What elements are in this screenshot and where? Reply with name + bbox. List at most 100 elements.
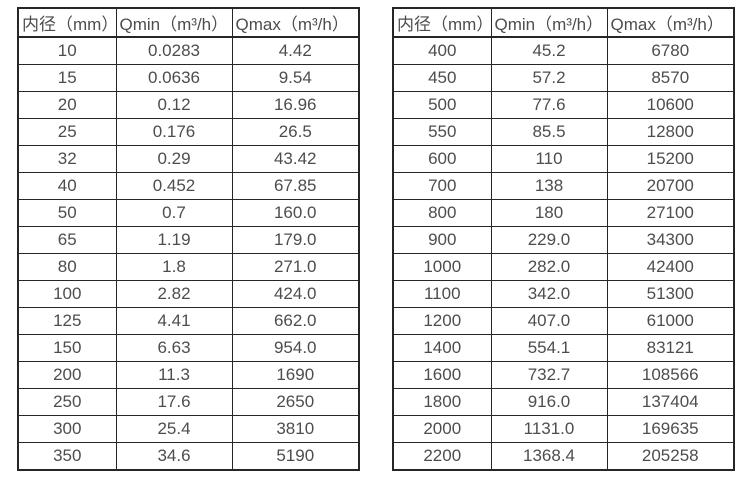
table-cell: 160.0 [231,199,360,227]
table-cell: 271.0 [231,253,360,281]
table-cell: 1.19 [115,226,233,254]
flow-table-large-diameters: 内径（mm） Qmin（m³/h） Qmax（m³/h） 400 45.2 6780… [392,7,735,471]
table-cell: 80 [17,253,117,281]
table-row: 80 1.8 271.0 [17,253,360,281]
table-cell: 138 [490,172,608,200]
table-cell: 450 [392,64,492,92]
table-row: 400 45.2 6780 [392,36,735,65]
table-row: 15 0.0636 9.54 [17,64,360,92]
table-row: 1400 554.1 83121 [392,334,735,362]
table-row: 1800 916.0 137404 [392,388,735,416]
table-cell: 20700 [606,172,735,200]
table-cell: 85.5 [490,118,608,146]
table-cell: 179.0 [231,226,360,254]
table-cell: 800 [392,199,492,227]
table-cell: 300 [17,415,117,443]
table-cell: 15200 [606,145,735,173]
table-cell: 0.7 [115,199,233,227]
table-cell: 732.7 [490,361,608,389]
table-row: 500 77.6 10600 [392,91,735,119]
table-cell: 3810 [231,415,360,443]
table-cell: 51300 [606,280,735,308]
table-cell: 100 [17,280,117,308]
table-row: 2200 1368.4 205258 [392,442,735,471]
table-row: 700 138 20700 [392,172,735,200]
table-cell: 1000 [392,253,492,281]
table-cell: 700 [392,172,492,200]
table-row: 25 0.176 26.5 [17,118,360,146]
header-cell-qmax: Qmax（m³/h） [606,7,735,38]
table-cell: 25 [17,118,117,146]
table-cell: 229.0 [490,226,608,254]
table-cell: 342.0 [490,280,608,308]
table-cell: 554.1 [490,334,608,362]
table-cell: 108566 [606,361,735,389]
table-cell: 1131.0 [490,415,608,443]
table-cell: 10 [17,36,117,65]
table-cell: 400 [392,36,492,65]
table-row: 1600 732.7 108566 [392,361,735,389]
table-cell: 26.5 [231,118,360,146]
table-row: 350 34.6 5190 [17,442,360,471]
table-row: 65 1.19 179.0 [17,226,360,254]
table-cell: 4.41 [115,307,233,335]
table-cell: 1368.4 [490,442,608,471]
flow-table-small-diameters: 内径（mm） Qmin（m³/h） Qmax（m³/h） 10 0.0283 4.4… [17,7,360,471]
table-cell: 407.0 [490,307,608,335]
table-cell: 150 [17,334,117,362]
table-row: 250 17.6 2650 [17,388,360,416]
table-cell: 1.8 [115,253,233,281]
table-cell: 11.3 [115,361,233,389]
table-cell: 0.0283 [115,36,233,65]
table-cell: 550 [392,118,492,146]
table-header-row: 内径（mm） Qmin（m³/h） Qmax（m³/h） [392,7,735,38]
header-cell-diameter: 内径（mm） [17,7,117,38]
table-cell: 1200 [392,307,492,335]
table-cell: 0.12 [115,91,233,119]
header-cell-qmax: Qmax（m³/h） [231,7,360,38]
table-cell: 2650 [231,388,360,416]
header-cell-qmin: Qmin（m³/h） [115,7,233,38]
table-cell: 6780 [606,36,735,65]
table-cell: 25.4 [115,415,233,443]
table-cell: 34300 [606,226,735,254]
table-cell: 137404 [606,388,735,416]
table-header-row: 内径（mm） Qmin（m³/h） Qmax（m³/h） [17,7,360,38]
table-cell: 250 [17,388,117,416]
table-cell: 12800 [606,118,735,146]
table-cell: 125 [17,307,117,335]
header-cell-diameter: 内径（mm） [392,7,492,38]
table-cell: 57.2 [490,64,608,92]
table-cell: 20 [17,91,117,119]
table-cell: 1690 [231,361,360,389]
table-cell: 8570 [606,64,735,92]
table-cell: 954.0 [231,334,360,362]
table-row: 10 0.0283 4.42 [17,36,360,65]
table-cell: 600 [392,145,492,173]
table-row: 100 2.82 424.0 [17,280,360,308]
header-cell-qmin: Qmin（m³/h） [490,7,608,38]
table-cell: 1600 [392,361,492,389]
table-cell: 205258 [606,442,735,471]
table-cell: 77.6 [490,91,608,119]
table-cell: 4.42 [231,36,360,65]
table-cell: 40 [17,172,117,200]
table-row: 1100 342.0 51300 [392,280,735,308]
table-row: 300 25.4 3810 [17,415,360,443]
table-row: 150 6.63 954.0 [17,334,360,362]
table-cell: 15 [17,64,117,92]
table-cell: 1100 [392,280,492,308]
table-cell: 83121 [606,334,735,362]
table-cell: 67.85 [231,172,360,200]
table-row: 550 85.5 12800 [392,118,735,146]
table-cell: 6.63 [115,334,233,362]
table-cell: 424.0 [231,280,360,308]
table-cell: 200 [17,361,117,389]
table-cell: 0.176 [115,118,233,146]
table-cell: 2.82 [115,280,233,308]
table-cell: 34.6 [115,442,233,471]
table-cell: 0.29 [115,145,233,173]
table-row: 20 0.12 16.96 [17,91,360,119]
table-cell: 2000 [392,415,492,443]
